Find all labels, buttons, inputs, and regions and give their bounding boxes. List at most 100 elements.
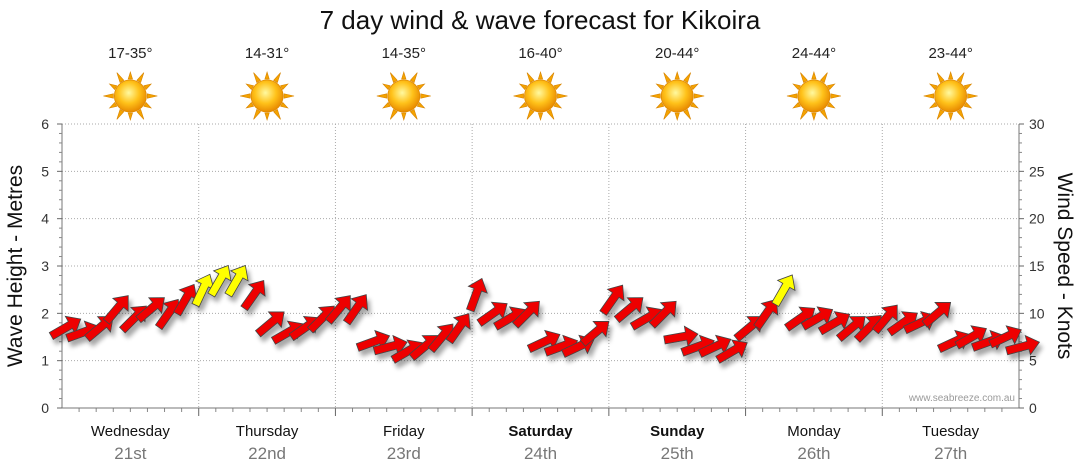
wind-arrow (48, 315, 82, 341)
sun-ray (792, 83, 801, 91)
sun-ray (811, 112, 817, 122)
day-name-label: Saturday (508, 423, 573, 440)
wind-arrow-shape (579, 320, 610, 347)
sun-ray (819, 72, 828, 83)
sun-ray (273, 109, 281, 120)
temperature-label: 24-44° (792, 45, 836, 62)
sun-ray (143, 83, 153, 91)
sun-ray (546, 109, 555, 120)
sun-ray (674, 70, 680, 80)
wind-arrow-shape (800, 306, 834, 331)
temperature-label: 17-35° (108, 45, 152, 62)
wind-arrow (135, 297, 165, 324)
sun-ray (655, 83, 665, 91)
day-name-label: Wednesday (91, 423, 170, 440)
sun-icon (376, 70, 431, 122)
sun-ray (127, 112, 133, 122)
sun-ray (800, 72, 808, 83)
left-tick-label: 4 (41, 211, 49, 227)
wind-arrow-shape (254, 311, 285, 338)
right-tick-label: 30 (1029, 116, 1045, 132)
sun-ray (245, 101, 255, 109)
day-date-label: 26th (797, 444, 830, 463)
sun-ray (409, 72, 418, 83)
wind-arrow (648, 300, 677, 329)
sun-ray (518, 83, 528, 91)
wind-arrow-shape (753, 298, 779, 331)
wind-arrow (240, 279, 266, 312)
sun-ray (127, 70, 133, 80)
day-date-label: 22nd (248, 444, 286, 463)
wind-arrow (102, 295, 129, 325)
sun-disc (660, 79, 694, 113)
day-date-label: 24th (524, 444, 557, 463)
wind-arrow-shape (191, 273, 215, 308)
sun-ray (553, 101, 563, 109)
sun-ray (537, 112, 544, 122)
sun-ray (416, 101, 426, 109)
wind-arrow-shape (784, 306, 816, 332)
sun-disc (387, 79, 421, 113)
sun-ray (416, 83, 426, 91)
sun-ray (557, 93, 568, 99)
sun-ray (264, 70, 270, 80)
wind-arrow-shape (954, 325, 987, 350)
sun-ray (103, 93, 114, 99)
sun-disc (113, 79, 147, 113)
sun-ray (537, 70, 544, 80)
wind-arrow (753, 298, 779, 331)
right-tick-label: 5 (1029, 353, 1037, 369)
sun-ray (273, 72, 281, 83)
wind-arrow-shape (599, 284, 625, 316)
sun-ray (526, 72, 535, 83)
wind-arrow (613, 297, 644, 324)
sun-ray (136, 109, 145, 120)
wind-arrow (715, 339, 748, 364)
sun-ray (420, 93, 431, 99)
wind-arrow (372, 334, 408, 356)
sun-icon (786, 70, 841, 122)
wind-arrow-shape (648, 300, 677, 329)
sun-ray (928, 83, 938, 91)
left-tick-label: 5 (41, 163, 49, 179)
right-axis-title: Wind Speed - Knots (1053, 173, 1076, 360)
wind-arrow (579, 320, 610, 347)
sun-ray (108, 83, 118, 91)
sun-icon (513, 70, 568, 122)
wind-arrow-shape (372, 334, 408, 356)
sun-icon (923, 70, 978, 122)
left-axis-ticks: 0 1 2 3 4 5 6 (41, 116, 62, 416)
wind-arrow (817, 311, 851, 336)
sun-ray (390, 72, 398, 83)
wind-arrow (466, 277, 488, 313)
sun-ray (376, 93, 388, 99)
sun-ray (553, 83, 563, 91)
wind-arrow-shape (988, 325, 1022, 349)
wind-arrow-shape (526, 329, 561, 354)
wind-arrow-shape (342, 294, 369, 326)
left-tick-label: 3 (41, 258, 49, 274)
sun-ray (923, 93, 935, 99)
sun-ray (382, 101, 391, 109)
wind-arrow-shape (697, 334, 732, 358)
right-axis-ticks: 0 5 10 15 20 25 30 (1019, 116, 1045, 416)
wind-arrow (599, 284, 625, 316)
wind-arrow (254, 311, 285, 338)
sun-ray (690, 101, 699, 109)
sun-ray (546, 72, 555, 83)
temperature-label: 14-31° (245, 45, 289, 62)
sun-disc (797, 79, 831, 113)
wind-arrow (191, 273, 215, 308)
wind-arrow (835, 316, 866, 343)
sun-ray (280, 83, 289, 91)
right-tick-label: 25 (1029, 163, 1045, 179)
sun-ray (513, 93, 524, 99)
sun-disc (934, 79, 968, 113)
wind-arrow (1005, 334, 1041, 356)
day-date-label: 23rd (387, 444, 421, 463)
sun-ray (956, 109, 965, 120)
sun-disc (524, 79, 557, 113)
temperature-row: 17-35° 14-31° 14-35° 16-40° 20-44° 24-44° 23-4… (108, 45, 973, 62)
sun-ray (245, 83, 255, 91)
wind-arrow (207, 264, 232, 298)
